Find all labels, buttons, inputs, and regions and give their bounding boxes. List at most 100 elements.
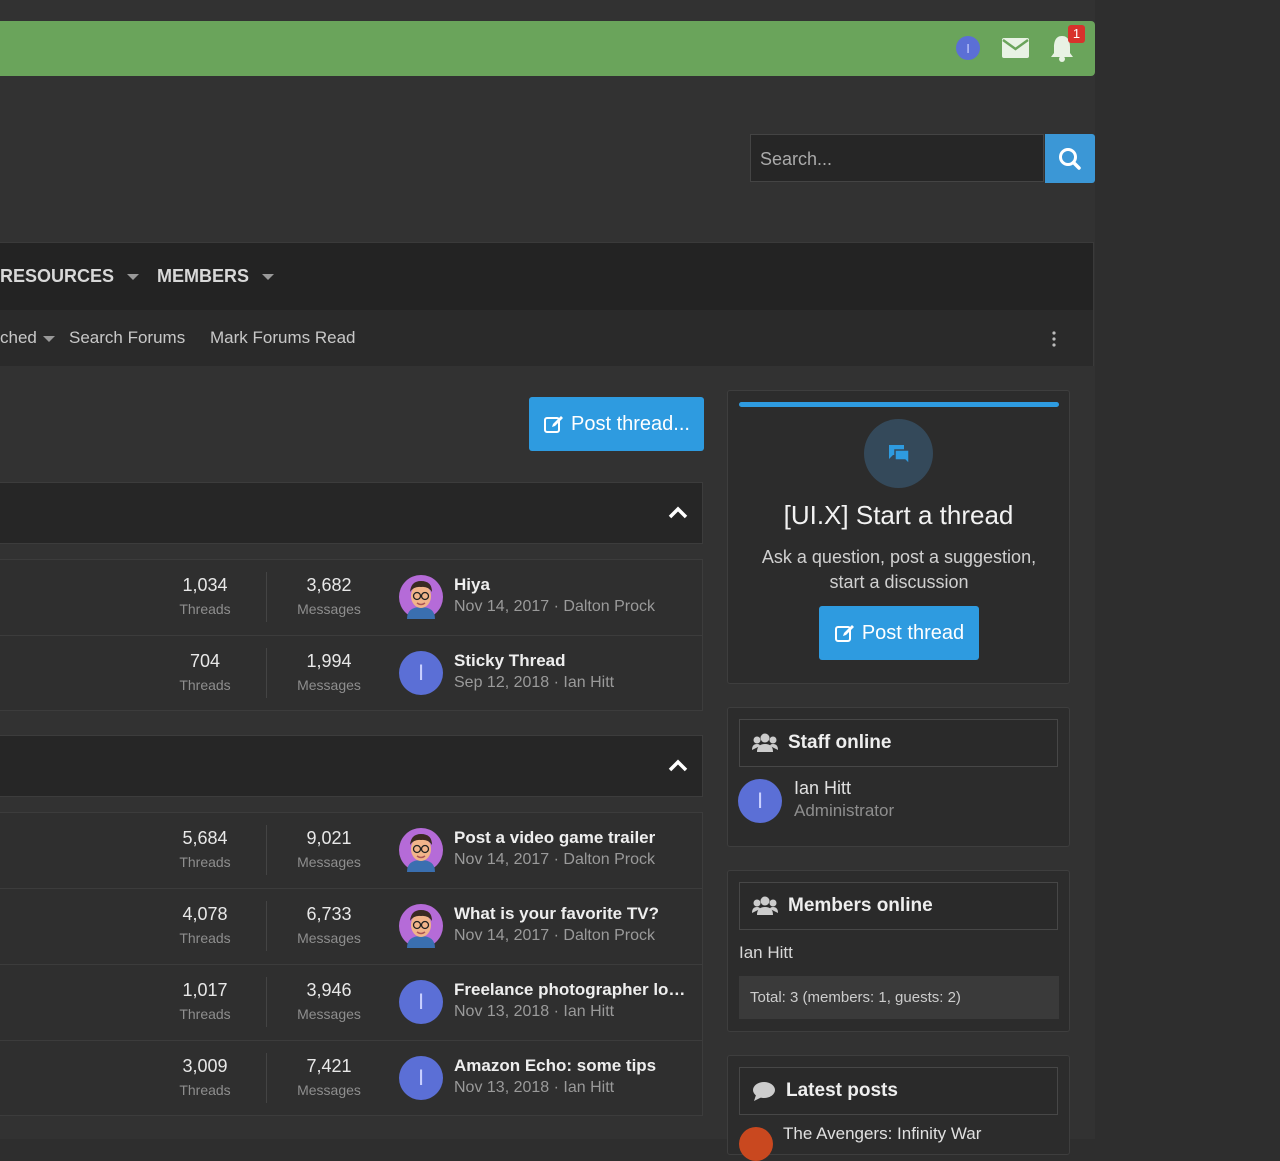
stat-divider <box>266 648 267 698</box>
thread-meta: Sep 12, 2018 · Ian Hitt <box>454 674 615 691</box>
thread-count: 704 <box>189 651 221 671</box>
alert-badge: 1 <box>1068 25 1085 43</box>
stat-divider <box>266 825 267 875</box>
message-label: Messages <box>297 1006 361 1022</box>
thread-count: 4,078 <box>182 904 228 924</box>
thread-label: Threads <box>179 854 231 870</box>
nav-caret <box>262 274 274 280</box>
top-bar <box>0 21 1095 76</box>
thread-count: 5,684 <box>182 828 228 848</box>
block-header: Latest posts <box>739 1067 1058 1115</box>
thread-count: 1,017 <box>182 980 228 1000</box>
message-count: 9,021 <box>306 828 352 848</box>
block-header: Staff online <box>739 719 1058 767</box>
message-count: 3,682 <box>306 575 352 595</box>
member-name[interactable]: Ian Hitt <box>739 943 793 962</box>
avatar[interactable] <box>399 828 443 872</box>
nav-caret <box>127 274 139 280</box>
thread-count: 1,034 <box>182 575 228 595</box>
thread-title[interactable]: Post a video game trailer <box>454 828 656 847</box>
avatar[interactable] <box>399 904 443 948</box>
post-title[interactable]: The Avengers: Infinity War <box>783 1124 982 1143</box>
row-divider <box>0 964 703 965</box>
row-divider <box>0 1040 703 1041</box>
block-header: Members online <box>739 882 1058 930</box>
alerts-icon[interactable] <box>1049 34 1075 62</box>
inbox-icon[interactable] <box>1002 38 1029 58</box>
sub-nav-item[interactable]: Mark Forums Read <box>210 328 356 347</box>
thread-label: Threads <box>179 1082 231 1098</box>
block-title: [UI.X] Start a thread <box>783 500 1014 530</box>
message-label: Messages <box>297 1082 361 1098</box>
user-avatar[interactable]: I <box>956 36 980 60</box>
message-count: 1,994 <box>306 651 352 671</box>
start-thread-button[interactable]: Post thread <box>819 606 979 660</box>
category-header <box>0 482 703 544</box>
header-label: Staff online <box>788 732 892 753</box>
search-input[interactable]: Search... <box>750 134 1044 182</box>
thread-title[interactable]: Amazon Echo: some tips <box>454 1056 657 1075</box>
button-label: Post thread <box>861 621 965 644</box>
post-avatar <box>739 1127 773 1161</box>
header-label: Members online <box>788 895 933 916</box>
member-role: Administrator <box>794 801 895 820</box>
block-text: Ask a question, post a suggestion, start… <box>761 547 1037 592</box>
thread-meta: Nov 13, 2018 · Ian Hitt <box>454 1079 615 1096</box>
stat-divider <box>266 1053 267 1103</box>
message-label: Messages <box>297 854 361 870</box>
chat-icon-circle <box>864 419 933 488</box>
comment-icon <box>753 1082 775 1101</box>
header-label: Latest posts <box>786 1080 898 1101</box>
row-divider <box>0 888 703 889</box>
search-button[interactable] <box>1045 134 1095 183</box>
nav-item[interactable]: RESOURCES <box>0 266 115 286</box>
collapse-toggle[interactable] <box>666 502 690 522</box>
edit-icon <box>834 625 854 642</box>
category-header <box>0 735 703 797</box>
button-label: Post thread... <box>571 412 690 435</box>
message-label: Messages <box>297 677 361 693</box>
chat-icon <box>889 445 910 466</box>
stat-divider <box>266 901 267 951</box>
sub-nav-item[interactable]: ched <box>0 328 37 347</box>
stat-divider <box>266 977 267 1027</box>
post-thread-button[interactable]: Post thread... <box>529 397 704 451</box>
thread-count: 3,009 <box>182 1056 228 1076</box>
message-label: Messages <box>297 601 361 617</box>
avatar[interactable] <box>399 575 443 619</box>
avatar[interactable]: I <box>399 980 443 1024</box>
member-avatar[interactable]: I <box>738 779 782 823</box>
sub-nav <box>0 310 1094 366</box>
accent-bar <box>739 402 1059 407</box>
nav-item[interactable]: MEMBERS <box>157 266 250 286</box>
avatar[interactable]: I <box>399 651 443 695</box>
sub-nav-caret <box>43 336 55 342</box>
thread-title[interactable]: Freelance photographer lo… <box>454 980 686 999</box>
message-count: 3,946 <box>306 980 352 1000</box>
thread-meta: Nov 14, 2017 · Dalton Prock <box>454 598 655 615</box>
search-icon <box>1059 148 1081 170</box>
more-menu[interactable] <box>1048 329 1060 349</box>
thread-label: Threads <box>179 1006 231 1022</box>
thread-label: Threads <box>179 930 231 946</box>
message-count: 6,733 <box>306 904 352 924</box>
thread-meta: Nov 13, 2018 · Ian Hitt <box>454 1003 615 1020</box>
member-name[interactable]: Ian Hitt <box>794 778 852 798</box>
collapse-toggle[interactable] <box>666 755 690 775</box>
thread-meta: Nov 14, 2017 · Dalton Prock <box>454 927 655 944</box>
sub-nav-item[interactable]: Search Forums <box>69 328 186 347</box>
thread-title[interactable]: Hiya <box>454 575 490 594</box>
online-total: Total: 3 (members: 1, guests: 2) <box>739 976 1059 1019</box>
thread-meta: Nov 14, 2017 · Dalton Prock <box>454 851 655 868</box>
edit-icon <box>544 416 564 433</box>
thread-title[interactable]: Sticky Thread <box>454 651 566 670</box>
thread-title[interactable]: What is your favorite TV? <box>454 904 659 923</box>
avatar[interactable]: I <box>399 1056 443 1100</box>
row-divider <box>0 635 703 636</box>
thread-label: Threads <box>179 601 231 617</box>
thread-label: Threads <box>179 677 231 693</box>
stat-divider <box>266 572 267 622</box>
message-count: 7,421 <box>306 1056 352 1076</box>
users-icon <box>752 896 778 915</box>
